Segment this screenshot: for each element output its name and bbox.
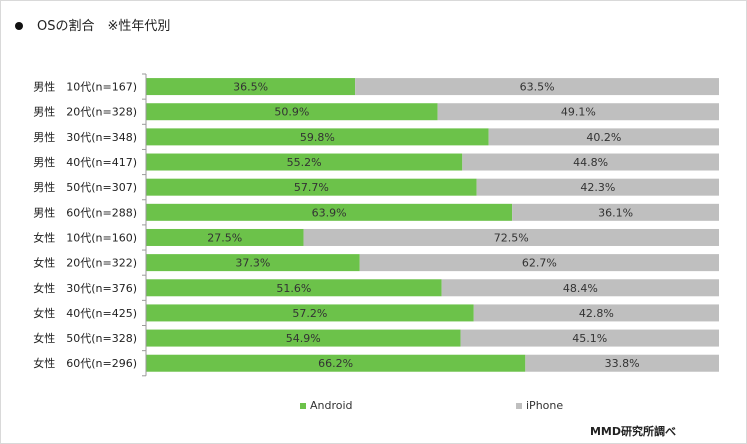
bar-android	[146, 228, 304, 246]
legend-swatch-iphone	[516, 402, 522, 409]
bar-android	[146, 329, 461, 347]
bar-chart: 男性 10代(n=167) 36.5% 63.5% 男性 20代(n=328) 50.9…	[33, 73, 719, 377]
data-label: 45.1%	[572, 332, 607, 345]
category-label: 女性 30代(n=376)	[33, 281, 137, 295]
bar-android	[146, 103, 438, 121]
bar-android	[146, 203, 513, 221]
data-label: 33.8%	[605, 357, 640, 370]
legend: Android iPhone	[1, 399, 746, 417]
bar-iphone	[303, 228, 719, 246]
bar-android	[146, 304, 474, 322]
data-label: 72.5%	[494, 231, 529, 244]
data-label: 37.3%	[235, 257, 270, 270]
bar-iphone	[460, 329, 719, 347]
chart-title-row: OSの割合 ※性年代別	[15, 15, 170, 34]
data-label: 55.2%	[287, 156, 322, 169]
data-label: 63.5%	[520, 81, 555, 94]
bar-android	[146, 78, 356, 96]
data-label: 62.7%	[522, 257, 557, 270]
data-label: 49.1%	[561, 106, 596, 119]
data-label: 63.9%	[312, 206, 347, 219]
legend-item-android: Android	[300, 399, 353, 412]
bar-iphone	[473, 304, 719, 322]
bar-android	[146, 178, 477, 196]
legend-label-iphone: iPhone	[526, 399, 564, 412]
category-label: 男性 50代(n=307)	[33, 180, 137, 194]
legend-item-iphone: iPhone	[516, 399, 563, 412]
bar-iphone	[441, 279, 719, 297]
data-label: 36.5%	[233, 81, 268, 94]
category-label: 女性 40代(n=425)	[33, 306, 137, 320]
data-label: 27.5%	[207, 231, 242, 244]
data-label: 51.6%	[276, 282, 311, 295]
legend-swatch-android	[300, 402, 306, 409]
legend-label-android: Android	[310, 399, 353, 412]
data-label: 50.9%	[274, 106, 309, 119]
bar-iphone	[359, 254, 719, 272]
bar-iphone	[488, 128, 719, 146]
category-label: 女性 20代(n=322)	[33, 256, 137, 270]
chart-title: OSの割合 ※性年代別	[37, 19, 171, 34]
data-label: 54.9%	[286, 332, 321, 345]
data-label: 44.8%	[573, 156, 608, 169]
data-label: 36.1%	[598, 206, 633, 219]
data-label: 42.8%	[579, 307, 614, 320]
bar-android	[146, 153, 463, 171]
bar-android	[146, 279, 442, 297]
category-label: 男性 10代(n=167)	[33, 80, 137, 94]
data-label: 40.2%	[586, 131, 621, 144]
category-label: 女性 60代(n=296)	[33, 356, 137, 370]
category-label: 男性 40代(n=417)	[33, 155, 137, 169]
bar-iphone	[462, 153, 719, 171]
bar-iphone	[355, 78, 719, 96]
bullet-icon	[15, 21, 23, 30]
category-label: 男性 30代(n=348)	[33, 130, 137, 144]
data-label: 42.3%	[580, 181, 615, 194]
bar-android	[146, 254, 360, 272]
data-label: 57.2%	[292, 307, 327, 320]
source-note: MMD研究所調べ	[589, 425, 676, 438]
data-label: 66.2%	[318, 357, 353, 370]
category-label: 女性 10代(n=160)	[33, 230, 137, 244]
bar-android	[146, 354, 526, 372]
category-label: 男性 20代(n=328)	[33, 105, 137, 119]
bar-iphone	[437, 103, 719, 121]
category-label: 男性 60代(n=288)	[33, 205, 137, 219]
bar-iphone	[476, 178, 719, 196]
bar-iphone	[512, 203, 719, 221]
data-label: 59.8%	[300, 131, 335, 144]
data-label: 57.7%	[294, 181, 329, 194]
bar-android	[146, 128, 489, 146]
bar-iphone	[525, 354, 719, 372]
category-label: 女性 50代(n=328)	[33, 331, 137, 345]
data-label: 48.4%	[563, 282, 598, 295]
